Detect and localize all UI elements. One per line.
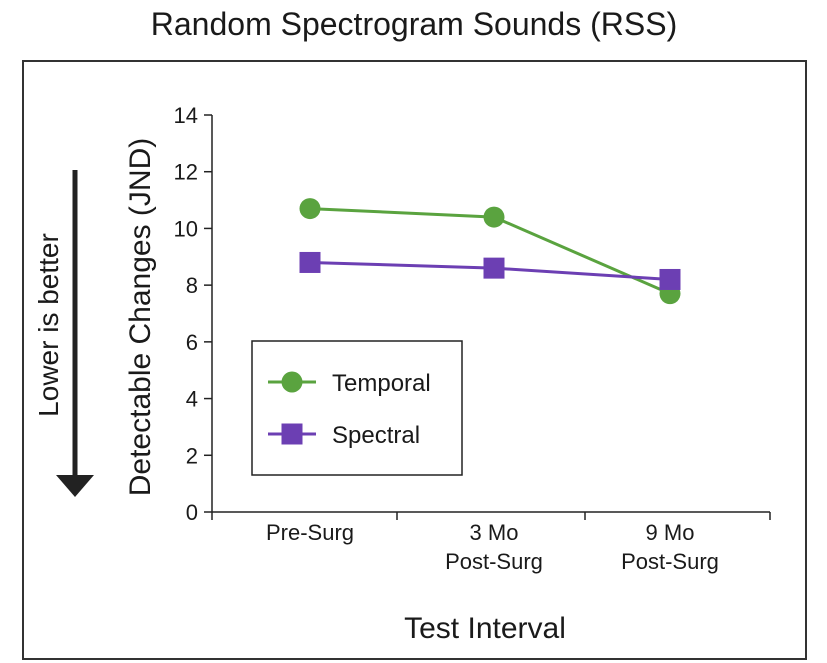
legend-label-spectral: Spectral: [332, 422, 420, 449]
chart-title: Random Spectrogram Sounds (RSS): [151, 6, 677, 42]
x-tick-label: 9 Mo Post-Surg: [621, 520, 719, 574]
x-tick-label-line: Post-Surg: [621, 549, 719, 574]
lower-is-better-label: Lower is better: [33, 233, 64, 417]
x-tick-label-line: 9 Mo: [646, 520, 695, 545]
lower-is-better-annotation: Lower is better: [33, 170, 94, 497]
x-tick-label-line: Post-Surg: [445, 549, 543, 574]
x-axis-title: Test Interval: [404, 612, 566, 645]
y-tick-label: 4: [186, 387, 198, 412]
data-point-spectral: [659, 268, 681, 290]
legend: Temporal Spectral: [251, 340, 463, 476]
data-point-spectral: [483, 257, 505, 279]
legend-marker-spectral: [281, 423, 303, 445]
y-tick-label: 14: [174, 103, 198, 128]
y-tick-label: 0: [186, 500, 198, 525]
legend-marker-temporal: [281, 371, 303, 393]
y-tick-label: 2: [186, 443, 198, 468]
data-point-spectral: [299, 251, 321, 273]
x-tick-label: Pre-Surg: [266, 520, 354, 545]
x-tick-label-line: 3 Mo: [470, 520, 519, 545]
series-layer: [299, 198, 681, 305]
y-axis-title: Detectable Changes (JND): [124, 138, 157, 497]
data-point-temporal: [483, 206, 505, 228]
x-tick-label: 3 Mo Post-Surg: [445, 520, 543, 574]
y-axis: 0 2 4 6 8 10 12 14: [174, 103, 213, 525]
plot-frame: [22, 60, 807, 660]
legend-box: [251, 340, 463, 476]
x-tick-label-line: Pre-Surg: [266, 520, 354, 545]
legend-label-temporal: Temporal: [332, 370, 431, 397]
y-tick-label: 12: [174, 160, 198, 185]
data-point-temporal: [299, 198, 321, 220]
y-tick-label: 10: [174, 216, 198, 241]
x-axis: Pre-Surg 3 Mo Post-Surg 9 Mo Post-Surg: [211, 511, 771, 574]
y-tick-label: 8: [186, 273, 198, 298]
y-tick-label: 6: [186, 330, 198, 355]
down-arrow-icon: [56, 475, 94, 497]
